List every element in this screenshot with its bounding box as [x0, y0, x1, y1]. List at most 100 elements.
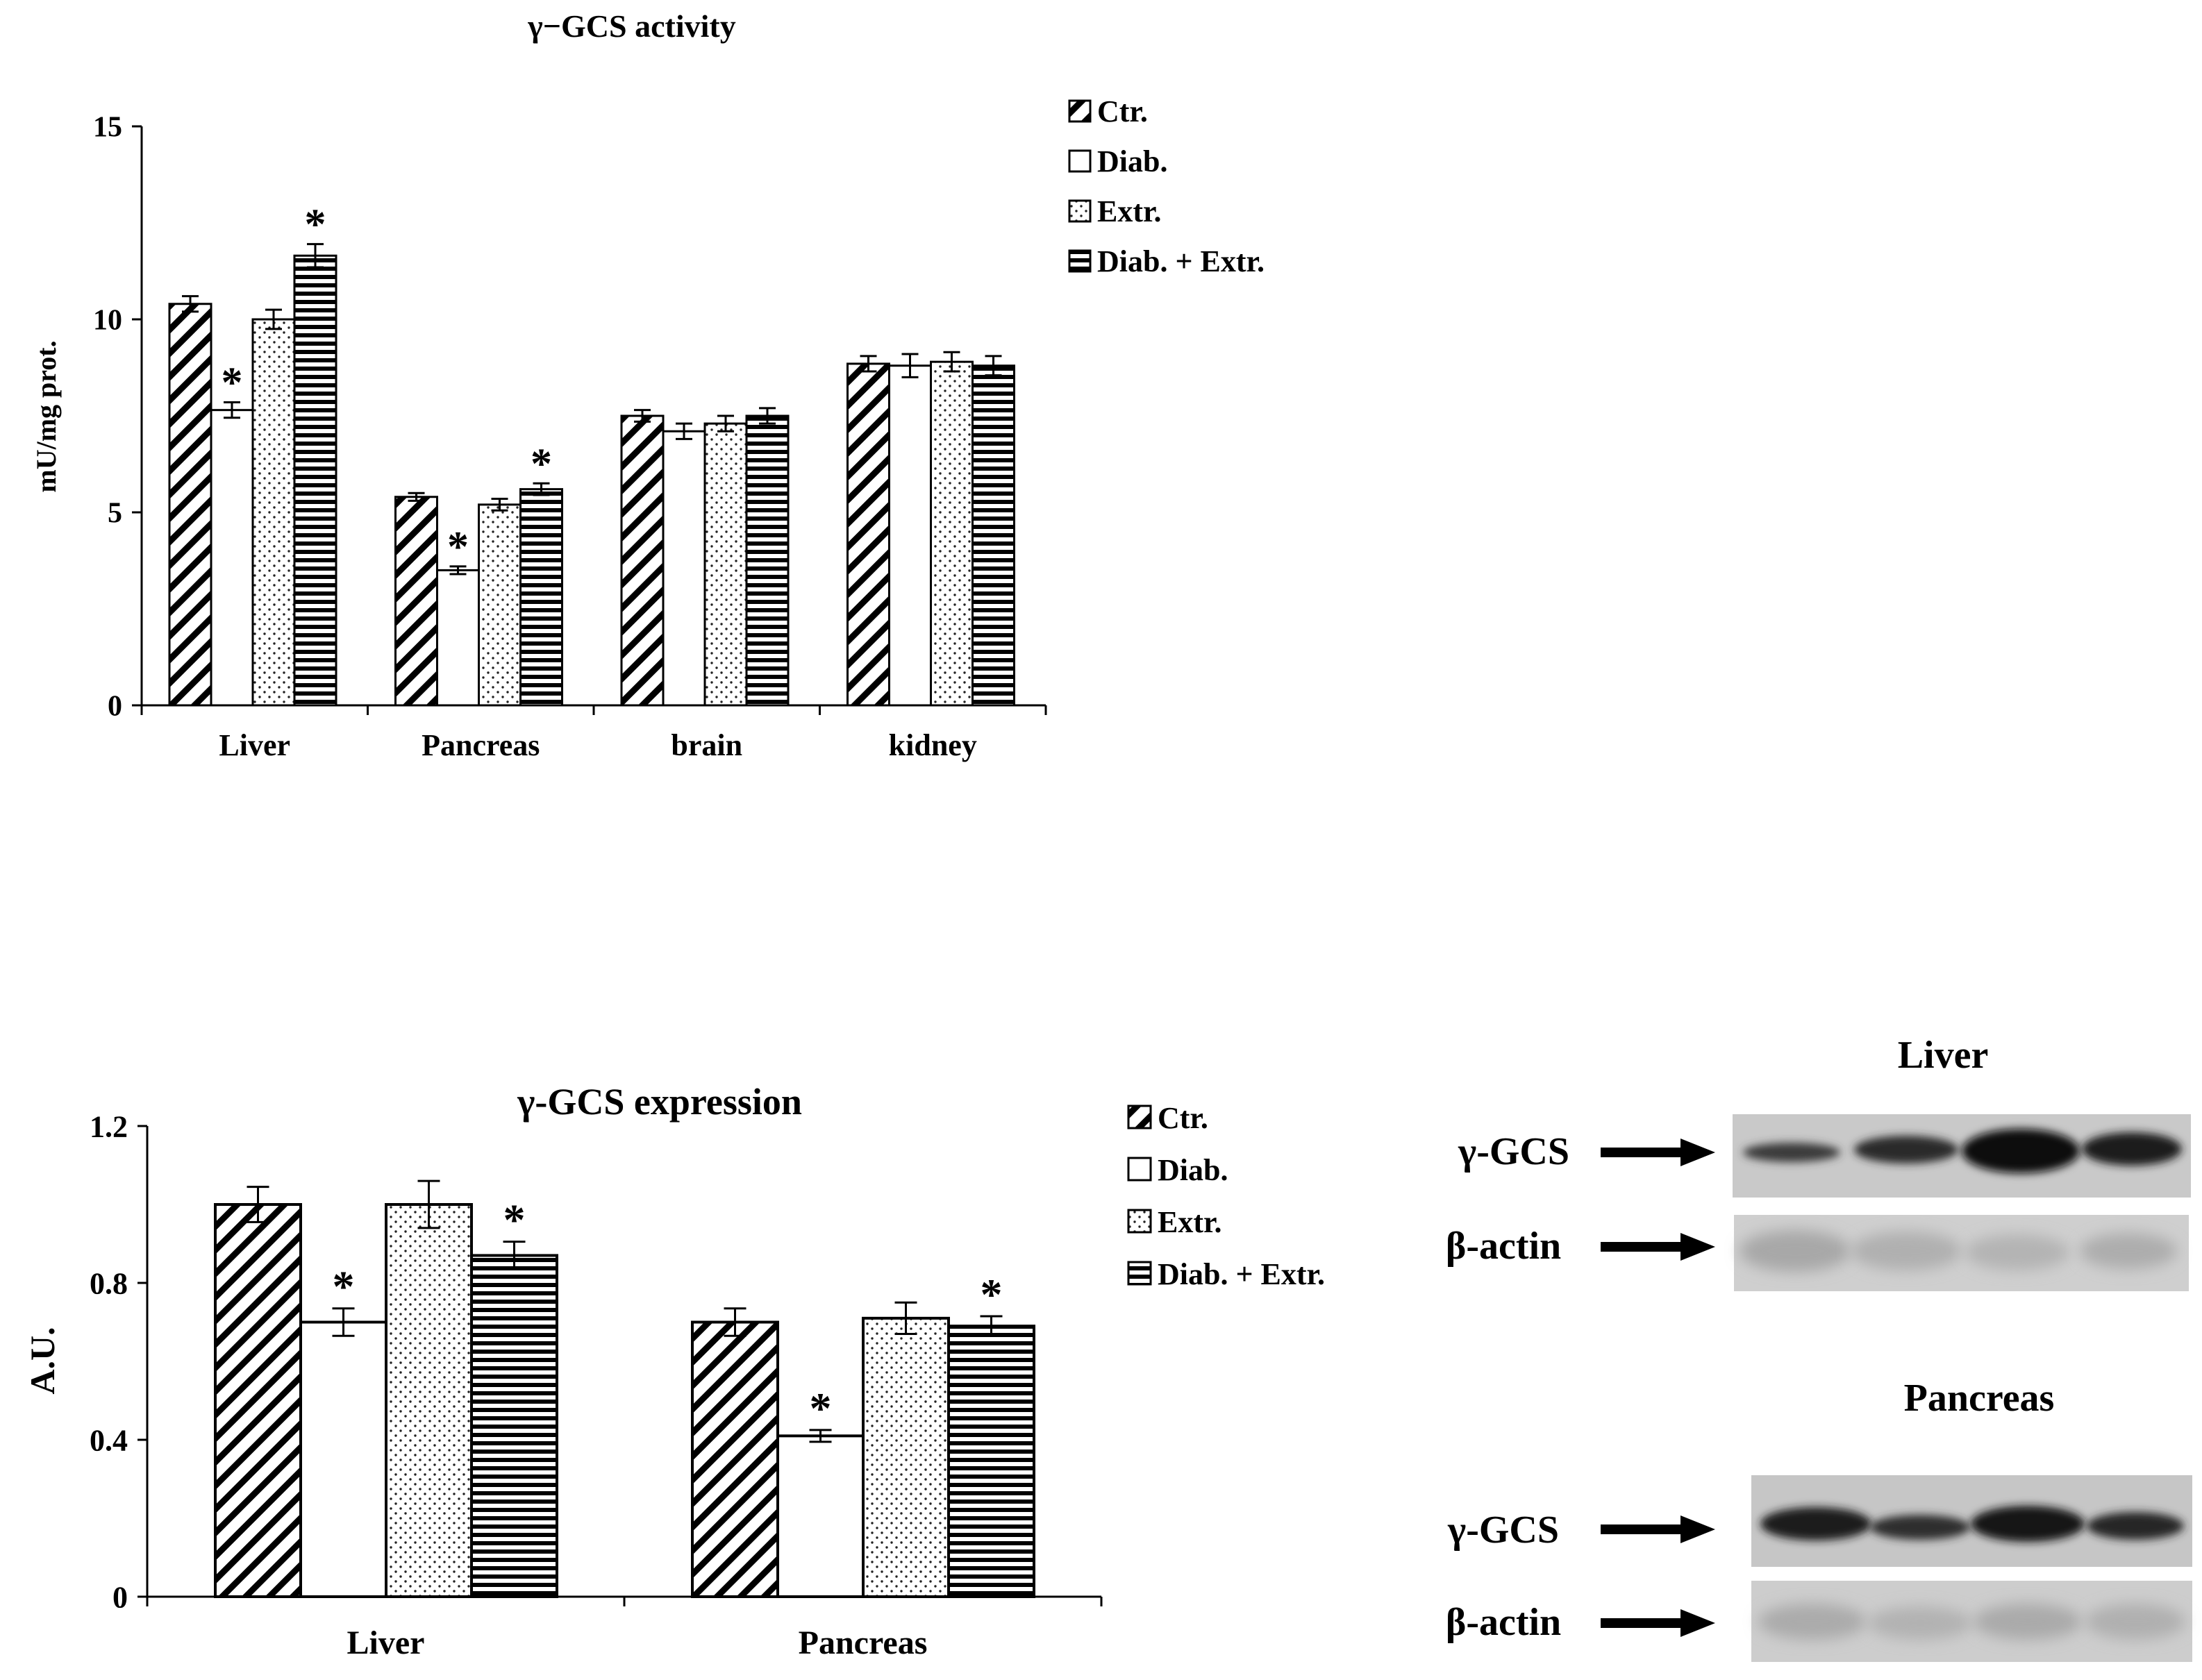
liver-blot-panel: Liver γ-GCS β-actin	[1446, 1034, 2191, 1291]
c2-errorbar-ctr-pancreas	[724, 1307, 746, 1337]
expression-chart: γ-GCS expression A.U. * * * * 0 0.4 0.8 1.2 Liv…	[23, 1081, 1325, 1661]
c1-legend-swatch-diab-extr	[1068, 249, 1092, 273]
c1-significance-diab-extr-pancreas: *	[531, 440, 552, 487]
c2-legend-swatch-diab-extr	[1127, 1261, 1152, 1286]
c1-significance-diab-liver: *	[222, 360, 243, 407]
liver-gcs-arrow	[1601, 1139, 1715, 1166]
c1-bar-extr-kidney	[930, 360, 974, 707]
c1-errorbar-diab-extr-brain	[759, 407, 776, 425]
c1-bar-extr-brain	[703, 422, 748, 707]
c1-legend-swatch-extr	[1068, 199, 1092, 223]
c1-y-tick-label: 5	[108, 498, 122, 530]
liver-actin-blot	[1734, 1215, 2189, 1291]
c1-legend-label-diab: Diab.	[1097, 144, 1167, 178]
pancreas-actin-blot	[1751, 1581, 2192, 1662]
c2-bar-extr-liver	[385, 1203, 473, 1598]
c2-legend-swatch-extr	[1127, 1209, 1152, 1234]
c1-y-tick-label: 10	[93, 305, 122, 337]
c2-errorbar-diab-pancreas	[809, 1429, 832, 1443]
c1-y-tick-label: 0	[108, 691, 122, 723]
c2-category-label-pancreas: Pancreas	[799, 1624, 928, 1661]
c1-errorbar-diab-extr-pancreas	[533, 482, 550, 496]
c1-category-label-pancreas: Pancreas	[422, 728, 540, 762]
c2-y-tick-label: 0.4	[90, 1423, 128, 1457]
c2-bar-diab-liver	[299, 1320, 387, 1598]
liver-gcs-blot	[1733, 1114, 2191, 1198]
c1-bar-extr-pancreas	[478, 503, 522, 707]
c1-errorbar-ctr-brain	[634, 409, 651, 423]
expression-y-axis-label: A.U.	[23, 1327, 62, 1394]
c1-bar-diab-extr-brain	[745, 414, 790, 707]
c2-bar-diab-extr-pancreas	[947, 1325, 1035, 1599]
c1-errorbar-diab-kidney	[901, 353, 919, 378]
c1-errorbar-diab-extr-liver	[307, 243, 324, 269]
c1-bar-diab-kidney	[888, 364, 932, 707]
c2-bar-diab-pancreas	[776, 1434, 865, 1599]
c2-y-tick-label: 0.8	[90, 1266, 128, 1300]
c1-bar-ctr-kidney	[846, 362, 890, 707]
c2-significance-diab-extr-pancreas: *	[981, 1270, 1003, 1319]
c1-errorbar-ctr-liver	[182, 295, 199, 313]
liver-gcs-label: γ-GCS	[1458, 1130, 1569, 1173]
c2-significance-diab-liver: *	[333, 1262, 355, 1311]
c1-category-label-brain: brain	[671, 728, 742, 762]
c1-errorbar-diab-brain	[676, 422, 692, 440]
c2-bar-ctr-liver	[214, 1203, 302, 1598]
pancreas-gcs-blot	[1751, 1475, 2192, 1567]
c2-legend-swatch-ctr	[1127, 1104, 1152, 1129]
c1-legend-label-extr: Extr.	[1097, 194, 1162, 228]
c1-legend-label-ctr: Ctr.	[1097, 94, 1148, 128]
c2-legend-label-diab: Diab.	[1158, 1153, 1228, 1187]
c1-bar-diab-liver	[210, 409, 254, 707]
c2-category-label-liver: Liver	[347, 1624, 425, 1661]
c2-legend-label-ctr: Ctr.	[1158, 1101, 1208, 1135]
c1-category-label-kidney: kidney	[889, 728, 977, 762]
activity-chart-title: γ−GCS activity	[527, 8, 735, 44]
c2-errorbar-ctr-liver	[247, 1186, 269, 1223]
expression-chart-title: γ-GCS expression	[517, 1081, 802, 1123]
c1-errorbar-ctr-pancreas	[408, 492, 425, 502]
pancreas-gcs-label: γ-GCS	[1447, 1509, 1559, 1552]
c1-bar-diab-extr-kidney	[971, 364, 1015, 707]
c1-errorbar-extr-brain	[717, 414, 734, 432]
c2-significance-diab-pancreas: *	[810, 1384, 832, 1433]
c1-significance-diab-pancreas: *	[447, 523, 469, 571]
c2-significance-diab-extr-liver: *	[503, 1195, 526, 1245]
c1-errorbar-diab-pancreas	[449, 565, 467, 576]
activity-chart: γ−GCS activity mU/mg prot. * * * * 0 5 10 15 Li…	[31, 8, 1265, 762]
c1-bar-ctr-pancreas	[394, 496, 438, 707]
c1-category-label-liver: Liver	[219, 728, 290, 762]
c1-bar-extr-liver	[251, 318, 296, 707]
activity-y-axis-label: mU/mg prot.	[31, 340, 62, 492]
c2-errorbar-extr-liver	[417, 1179, 440, 1229]
c1-bar-ctr-liver	[168, 303, 212, 707]
liver-actin-label: β-actin	[1446, 1225, 1561, 1268]
c1-bar-diab-brain	[662, 430, 706, 707]
c2-legend-label-extr: Extr.	[1158, 1205, 1222, 1239]
c2-y-tick-label: 0	[112, 1580, 128, 1614]
c2-errorbar-extr-pancreas	[894, 1301, 917, 1335]
c2-legend-swatch-diab	[1127, 1157, 1152, 1182]
c1-bar-diab-extr-liver	[293, 254, 337, 707]
pancreas-gcs-arrow	[1601, 1515, 1715, 1543]
c1-errorbar-diab-liver	[224, 401, 240, 419]
pancreas-blot-panel: Pancreas γ-GCS β-actin	[1446, 1377, 2192, 1662]
c1-bar-diab-extr-pancreas	[519, 488, 563, 707]
c2-errorbar-diab-liver	[332, 1307, 355, 1337]
c2-errorbar-diab-extr-liver	[503, 1241, 526, 1270]
c1-legend-label-diab-extr: Diab. + Extr.	[1097, 244, 1265, 278]
c1-bar-ctr-brain	[620, 414, 665, 707]
c2-bar-diab-extr-liver	[470, 1254, 558, 1598]
c1-errorbar-extr-liver	[265, 308, 282, 330]
c1-y-tick-label: 15	[93, 112, 122, 144]
c2-legend-label-diab-extr: Diab. + Extr.	[1158, 1257, 1325, 1291]
c1-errorbar-extr-pancreas	[491, 498, 508, 512]
pancreas-actin-label: β-actin	[1446, 1601, 1561, 1644]
c2-bar-extr-pancreas	[862, 1316, 950, 1598]
c1-bar-diab-pancreas	[436, 569, 480, 707]
c2-bar-ctr-pancreas	[691, 1320, 779, 1598]
pancreas-actin-arrow	[1601, 1609, 1715, 1637]
c1-errorbar-diab-extr-kidney	[985, 355, 1002, 377]
c1-errorbar-ctr-kidney	[860, 355, 877, 373]
